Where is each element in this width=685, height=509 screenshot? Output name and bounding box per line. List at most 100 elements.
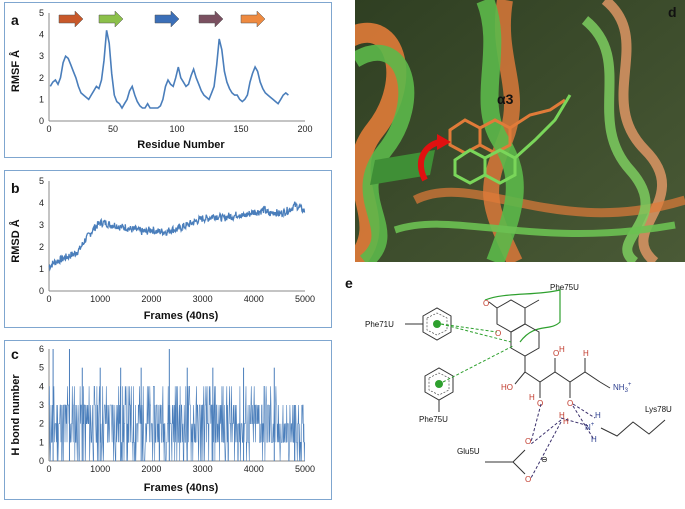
atom-o-ring: O: [495, 329, 501, 338]
hbond-x-axis-title: Frames (40ns): [144, 482, 219, 494]
rmsd-x-tick-label: 4000: [244, 294, 264, 304]
panel-letter-d: d: [668, 4, 677, 20]
rmsd-y-tick-label: 2: [39, 242, 44, 252]
rmsf-y-tick-label: 3: [39, 51, 44, 61]
rmsd-x-axis-title: Frames (40ns): [144, 310, 219, 322]
rmsd-x-tick-label: 3000: [193, 294, 213, 304]
rmsf-x-tick-label: 100: [169, 124, 184, 134]
glu5u-group: O O ⊖: [485, 437, 548, 484]
hbond-x-tick-label: 2000: [141, 464, 161, 474]
rmsd-line: [48, 201, 306, 272]
coumarin-core: [488, 299, 611, 398]
rmsd-y-tick-label: 4: [39, 198, 44, 208]
rmsf-axes: 0 50 100 150 200 0 1 2 3 4 5: [39, 8, 313, 134]
atom-n-plus: N+: [585, 422, 595, 432]
rmsf-x-tick-label: 0: [46, 124, 51, 134]
hbond-lines: [530, 403, 596, 479]
rmsd-x-tick-label: 1000: [90, 294, 110, 304]
pi-stacking-lines: [440, 323, 514, 383]
hbond-x-tick-label: 4000: [244, 464, 264, 474]
panel-letter-c: c: [11, 346, 19, 362]
rmsd-chart: b 0 1000 2000 3000 4000 5000 0 1 2 3 4 5 Frames (40…: [9, 176, 315, 322]
panel-a-frame: a 0 50 100 150 200 0 1 2 3 4 5 Residue Number RMSF…: [4, 2, 332, 158]
hbond-y-tick-label: 4: [39, 381, 44, 391]
panel-b-frame: b 0 1000 2000 3000 4000 5000 0 1 2 3 4 5 Frames (40…: [4, 170, 332, 328]
hbond-y-tick-label: 5: [39, 363, 44, 373]
rmsf-y-axis-title: RMSF Å: [9, 50, 22, 92]
rmsd-y-tick-label: 5: [39, 176, 44, 186]
rmsf-x-axis-title: Residue Number: [137, 139, 225, 151]
panel-letter-e: e: [345, 275, 353, 291]
atom-o2: O: [537, 399, 543, 408]
rotation-arrow: [418, 139, 441, 182]
atom-ho: HO: [501, 383, 513, 392]
hbond-y-tick-label: 2: [39, 419, 44, 429]
residue-phe71u: Phe71U: [365, 320, 394, 329]
residue-phe75u-top: Phe75U: [550, 283, 579, 292]
rmsd-y-tick-label: 3: [39, 220, 44, 230]
rmsd-y-axis-title: RMSD Å: [9, 219, 22, 262]
orange-loop-bottom: [412, 187, 685, 218]
hbond-y-tick-label: 1: [39, 437, 44, 447]
ribbon-rendering: α3: [355, 0, 685, 262]
rmsf-y-tick-label: 5: [39, 8, 44, 18]
rmsf-series: [49, 30, 289, 110]
hbond-y-tick-label: 6: [39, 344, 44, 354]
structure-arrow: [198, 10, 224, 28]
ligand-green: [453, 94, 572, 185]
atom-h7: H: [563, 417, 569, 426]
ligand-interaction-svg: e Phe75U Phe71U Phe75U: [345, 275, 672, 484]
panel-letter-a: a: [11, 12, 19, 28]
rotation-arrow-head: [437, 134, 451, 150]
atom-h3: H: [529, 393, 535, 402]
atom-o4: O: [525, 437, 531, 446]
phe71u-ring: [405, 307, 452, 341]
interaction-diagram: e Phe75U Phe71U Phe75U: [345, 272, 685, 504]
atom-h6: H: [591, 435, 597, 444]
hbond-x-tick-label: 1000: [90, 464, 110, 474]
rmsf-x-tick-label: 50: [108, 124, 118, 134]
atom-h1: H: [559, 345, 565, 354]
hbond-x-tick-label: 5000: [295, 464, 315, 474]
hbond-x-tick-label: 3000: [193, 464, 213, 474]
panel-letter-d-wrapper: d: [668, 4, 677, 20]
rmsf-y-tick-label: 0: [39, 116, 44, 126]
rmsf-chart: a 0 50 100 150 200 0 1 2 3 4 5 Residue Number RMSF…: [9, 8, 313, 151]
green-ribbon-left: [355, 44, 415, 262]
green-loop-bottom: [393, 220, 676, 237]
rmsd-series: [48, 201, 306, 272]
ligand-orange: [448, 98, 566, 155]
rmsd-y-tick-label: 0: [39, 286, 44, 296]
hbond-y-tick-label: 3: [39, 400, 44, 410]
lys78u-group: H N+ H: [585, 411, 666, 444]
structure-arrow: [240, 10, 266, 28]
rmsf-line: [49, 30, 289, 110]
rmsd-axes: 0 1000 2000 3000 4000 5000 0 1 2 3 4 5: [39, 176, 315, 304]
hbond-y-tick-label: 0: [39, 456, 44, 466]
atom-o1: O: [553, 349, 559, 358]
rmsf-x-tick-label: 200: [297, 124, 312, 134]
rmsd-x-tick-label: 0: [46, 294, 51, 304]
orange-ribbon-left: [355, 22, 407, 262]
green-helix-alpha3: [476, 0, 524, 262]
secondary-structure-arrows: [58, 10, 266, 28]
rmsf-y-tick-label: 4: [39, 30, 44, 40]
rmsf-x-tick-label: 150: [233, 124, 248, 134]
green-ribbon-right: [581, 16, 651, 262]
atom-nh3: NH3+: [613, 382, 632, 394]
rmsd-y-tick-label: 1: [39, 264, 44, 274]
rmsf-y-tick-label: 1: [39, 94, 44, 104]
residue-glu5u: Glu5U: [457, 447, 480, 456]
panel-c-frame: c 0 1000 2000 3000 4000 5000 0 1 2 3 4 5 6 Frames (4…: [4, 340, 332, 500]
phe75u-lower-ring: [424, 367, 454, 412]
atom-o3: O: [567, 399, 573, 408]
structure-arrow: [98, 10, 124, 28]
hbond-chart: c 0 1000 2000 3000 4000 5000 0 1 2 3 4 5 6 Frames (4…: [10, 344, 315, 494]
residue-lys78u: Lys78U: [645, 405, 672, 414]
protein-structure-image: α3 d: [355, 0, 685, 262]
phe75u-pocket-curve: [484, 289, 561, 343]
rmsf-y-tick-label: 2: [39, 73, 44, 83]
rmsd-x-tick-label: 5000: [295, 294, 315, 304]
hbond-band: [276, 404, 305, 462]
rmsd-x-tick-label: 2000: [141, 294, 161, 304]
